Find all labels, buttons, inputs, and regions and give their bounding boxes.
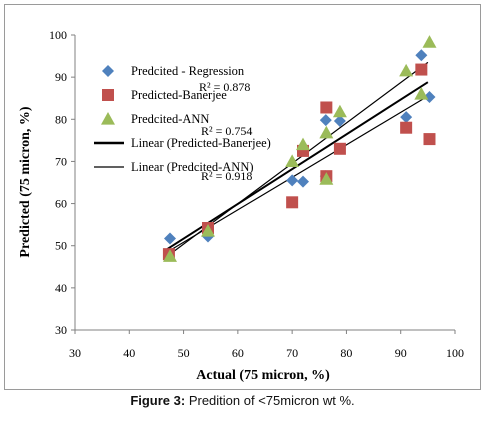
x-tick-label: 40: [123, 346, 135, 360]
data-point-diamond: [400, 111, 413, 124]
legend: Predcited - Regression Predicted-Banerjee…: [94, 64, 271, 174]
data-point-square: [333, 142, 346, 155]
data-point-square: [423, 133, 436, 146]
figure-caption: Figure 3: Predition of <75micron wt %.: [0, 393, 485, 408]
data-point-triangle: [163, 249, 177, 262]
y-tick-label: 40: [55, 281, 67, 295]
y-tick-label: 50: [55, 239, 67, 253]
x-tick-label: 100: [446, 346, 464, 360]
data-point-diamond: [164, 232, 176, 245]
x-axis-title: Actual (75 micron, %): [196, 368, 330, 383]
data-point-diamond: [333, 114, 346, 127]
data-point-square: [415, 63, 428, 76]
caption-label: Figure 3:: [130, 393, 186, 408]
x-tick-label: 60: [232, 346, 244, 360]
data-point-square: [400, 121, 413, 134]
y-axis-title: Predicted (75 micron, %): [18, 106, 33, 257]
data-point-diamond: [286, 174, 299, 187]
data-point-triangle: [319, 125, 334, 139]
x-tick-label: 80: [340, 346, 352, 360]
data-point-diamond: [297, 175, 309, 188]
legend-label: Linear (Predcited-ANN): [131, 160, 254, 174]
data-point-triangle: [414, 87, 429, 100]
caption-text: Predition of <75micron wt %.: [185, 393, 355, 408]
legend-label: Predcited-ANN: [131, 112, 209, 126]
legend-marker-diamond: [102, 65, 114, 77]
x-tick-label: 50: [178, 346, 190, 360]
y-tick-label: 30: [55, 323, 67, 337]
data-point-triangle: [422, 35, 437, 48]
data-point-triangle: [285, 154, 300, 168]
data-point-triangle: [319, 172, 334, 185]
x-tick-label: 70: [286, 346, 298, 360]
data-point-triangle: [296, 137, 310, 151]
chart-frame: [4, 4, 481, 390]
legend-marker-triangle: [101, 112, 115, 125]
data-point-square: [320, 101, 333, 114]
data-point-diamond: [319, 114, 332, 127]
r-squared-label: R² = 0.878: [199, 80, 250, 94]
data-point-triangle: [399, 63, 414, 77]
y-tick-label: 60: [55, 197, 67, 211]
y-tick-label: 80: [55, 112, 67, 126]
y-tick-label: 70: [55, 154, 67, 168]
data-point-diamond: [423, 90, 436, 103]
y-tick-label: 100: [49, 28, 67, 42]
r-squared-label: R² = 0.918: [201, 169, 252, 183]
x-tick-label: 30: [69, 346, 81, 360]
legend-marker-square: [102, 89, 114, 101]
axes: 30 40 50 60 70 80 90 100 30 40 50 60 70 80 90 100: [49, 28, 464, 360]
data-points: [162, 35, 437, 262]
data-point-triangle: [332, 104, 347, 118]
legend-label: Predicted-Banerjee: [131, 88, 227, 102]
legend-label: Predcited - Regression: [131, 64, 245, 78]
y-tick-label: 90: [55, 70, 67, 84]
annotations: R² = 0.878 R² = 0.754 R² = 0.918: [199, 80, 252, 183]
legend-label: Linear (Predicted-Banerjee): [131, 136, 271, 150]
r-squared-label: R² = 0.754: [201, 124, 252, 138]
data-point-square: [286, 196, 299, 209]
data-point-triangle: [201, 223, 215, 237]
scatter-chart: 30 40 50 60 70 80 90 100 30 40 50 60 70 80 90 100 R² = …: [18, 28, 464, 383]
data-point-diamond: [415, 49, 428, 62]
x-tick-label: 90: [395, 346, 407, 360]
